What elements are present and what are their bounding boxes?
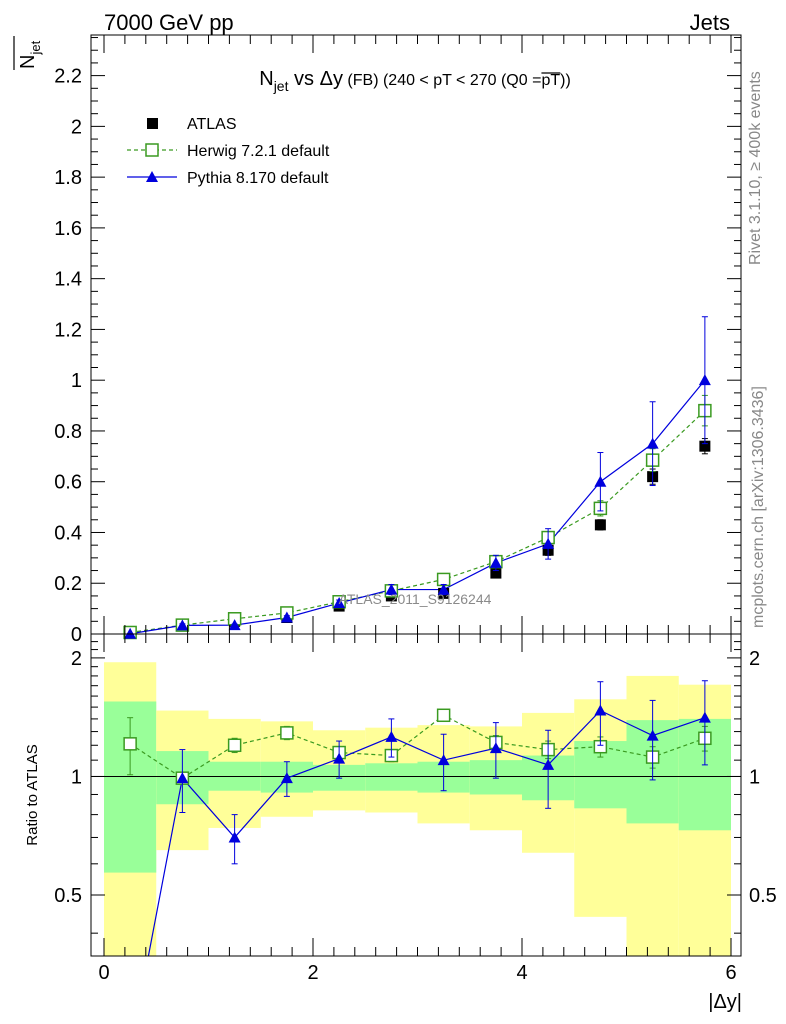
- pythia-data-point: [124, 627, 137, 639]
- ratio-plot-panel: 0.5 0.5 1 1 2 2 0 2 4 6 Ratio to ATLAS |Δy|: [24, 633, 777, 1013]
- ratio-y-axis-label: Ratio to ATLAS: [24, 744, 41, 845]
- ratio-1sigma-band: [365, 763, 418, 791]
- title-vs: vs: [288, 68, 319, 90]
- legend-pythia-label: Pythia 8.170 default: [187, 170, 329, 187]
- main-y-tick-label: 1.2: [54, 319, 82, 341]
- ratio-pythia-point: [333, 752, 346, 764]
- y-label-jet: jet: [28, 40, 43, 55]
- ratio-pythia-point: [594, 704, 607, 716]
- x-tick-label: 2: [307, 962, 318, 984]
- main-y-tick-label: 1.8: [54, 167, 82, 189]
- header-energy-label: 7000 GeV pp: [104, 10, 234, 35]
- ratio-pythia-point: [489, 742, 502, 754]
- ratio-pythia-point: [646, 729, 659, 741]
- title-jet-subscript: jet: [273, 78, 289, 94]
- main-y-tick-label: 1.4: [54, 269, 82, 291]
- legend-pythia-marker: [146, 171, 158, 182]
- main-y-axis-label: Njet: [13, 36, 43, 70]
- ratio-y-tick-label-right: 2: [749, 648, 760, 670]
- ratio-y-tick-label-left: 1: [71, 766, 82, 788]
- ratio-plot-axes: 0.5 0.5 1 1 2 2 0 2 4 6: [54, 634, 777, 984]
- ratio-y-tick-label-right: 1: [749, 766, 760, 788]
- pythia-data-point: [228, 619, 241, 631]
- main-y-tick-label: 0.2: [54, 573, 82, 595]
- ratio-pythia-point: [280, 772, 293, 784]
- ratio-herwig-point: [280, 726, 294, 740]
- rivet-version-label: Rivet 3.1.10, ≥ 400k events: [747, 71, 764, 265]
- legend-herwig-label: Herwig 7.2.1 default: [187, 143, 330, 160]
- mcplots-label: mcplots.cern.ch [arXiv:1306.3436]: [750, 386, 767, 628]
- legend-atlas-marker: [147, 118, 158, 129]
- main-y-tick-label: 1: [71, 370, 82, 392]
- main-plot-title: Njet vs Δy (FB) (240 < pT < 270 (Q0 =pT)…: [259, 68, 571, 94]
- legend-herwig-marker: [145, 143, 159, 157]
- pythia-data-point: [542, 537, 555, 549]
- title-pt-range: (240 < pT < 270 (Q0 =: [379, 72, 542, 89]
- atlas-data-point: [490, 567, 502, 579]
- main-y-tick-label: 0.8: [54, 421, 82, 443]
- ratio-pythia-point: [698, 711, 711, 723]
- pythia-data-point: [437, 583, 450, 595]
- ratio-pythia-point: [228, 831, 241, 843]
- ratio-herwig-point: [227, 738, 242, 753]
- x-tick-label: 6: [725, 962, 736, 984]
- legend-atlas-label: ATLAS: [187, 116, 237, 133]
- pythia-data-point: [698, 374, 711, 386]
- ratio-y-tick-label-left: 2: [71, 648, 82, 670]
- main-plot-data: [123, 316, 712, 640]
- x-tick-label: 0: [98, 962, 109, 984]
- ratio-y-tick-label-left: 0.5: [54, 885, 82, 907]
- ratio-clipped-group: [91, 662, 741, 956]
- title-fb: (FB): [343, 72, 379, 89]
- ratio-pythia-point: [176, 772, 189, 784]
- title-delta-y: Δy: [320, 68, 343, 90]
- main-y-tick-label: 1.6: [54, 218, 82, 240]
- main-y-tick-label: 0.6: [54, 472, 82, 494]
- main-plot-axes: 0 0.2 0.4 0.6 0.8 1 1.2 1.4 1.6 1.8 2 2.2: [54, 35, 741, 646]
- y-label-n: N: [17, 55, 39, 69]
- ratio-pythia-point: [437, 754, 450, 766]
- main-y-tick-label: 2: [71, 116, 82, 138]
- ratio-pythia-line: [147, 709, 706, 956]
- ratio-herwig-line: [129, 714, 706, 779]
- main-y-label-n: Njet: [17, 40, 43, 69]
- title-close: )): [560, 72, 571, 89]
- pythia-data-point: [280, 611, 293, 623]
- atlas-data-point: [699, 440, 711, 452]
- ratio-herwig-point: [436, 708, 451, 723]
- ratio-y-tick-label-right: 0.5: [749, 885, 777, 907]
- pythia-data-point: [646, 437, 659, 449]
- title-pt-overline: pT: [541, 72, 560, 89]
- legend: ATLAS Herwig 7.2.1 default Pythia 8.170 …: [127, 116, 330, 187]
- ratio-herwig-point: [123, 737, 137, 751]
- main-plot-panel: 0 0.2 0.4 0.6 0.8 1 1.2 1.4 1.6 1.8 2 2.2 Njet vs Δ…: [13, 34, 742, 646]
- main-y-tick-label: 2.2: [54, 66, 82, 88]
- ratio-pythia-point: [385, 730, 398, 742]
- atlas-data-point: [594, 519, 606, 531]
- analysis-watermark: ATLAS_2011_S9126244: [339, 591, 492, 607]
- main-y-tick-label: 0.4: [54, 522, 82, 544]
- pythia-series-line: [130, 379, 706, 635]
- ratio-pythia-point: [542, 758, 555, 770]
- title-n: N: [259, 68, 273, 90]
- header-jets-label: Jets: [690, 10, 730, 35]
- pythia-data-point: [594, 475, 607, 487]
- pythia-data-point: [176, 619, 189, 631]
- x-axis-label: |Δy|: [708, 991, 742, 1013]
- ratio-plot-frame: [90, 633, 742, 957]
- ratio-plot-data: [91, 662, 741, 956]
- x-tick-label: 4: [516, 962, 527, 984]
- pythia-data-point: [333, 597, 346, 609]
- main-y-tick-label: 0: [71, 624, 82, 646]
- pythia-data-point: [489, 556, 502, 568]
- pythia-data-point: [385, 583, 398, 595]
